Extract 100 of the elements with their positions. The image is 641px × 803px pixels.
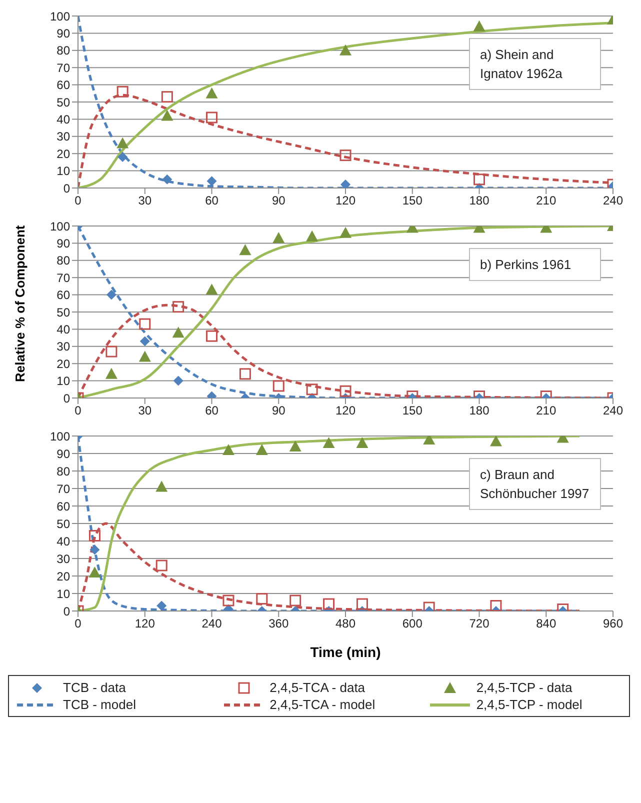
x-tick-label: 0 — [74, 404, 82, 418]
y-tick-label: 80 — [56, 464, 70, 478]
legend-label: 2,4,5-TCP - data — [476, 680, 572, 695]
y-tick-label: 30 — [56, 130, 70, 144]
x-tick-label: 120 — [335, 194, 356, 208]
x-tick-label: 180 — [469, 194, 490, 208]
point — [161, 110, 174, 121]
point — [172, 301, 184, 313]
point — [156, 560, 168, 572]
y-tick-label: 40 — [56, 112, 70, 126]
point — [156, 480, 168, 492]
point — [116, 86, 128, 98]
point — [474, 174, 485, 186]
y-tick-label: 0 — [63, 391, 70, 406]
point — [256, 593, 268, 604]
point — [222, 444, 234, 455]
point — [473, 20, 486, 32]
x-tick-label: 180 — [469, 404, 490, 418]
point — [323, 598, 335, 610]
x-tick-label: 0 — [74, 194, 82, 208]
point — [140, 336, 150, 346]
legend-label: 2,4,5-TCA - data — [270, 680, 366, 695]
point — [256, 444, 268, 455]
point — [490, 436, 502, 446]
point — [161, 91, 173, 103]
point — [222, 594, 234, 606]
y-axis-title: Relative % of Component — [12, 224, 28, 382]
y-tick-label: 30 — [56, 340, 70, 354]
x-tick-label: 240 — [602, 194, 624, 208]
line-series — [78, 522, 581, 611]
x-tick-label: 150 — [402, 404, 423, 418]
point — [206, 112, 218, 124]
y-tick-label: 70 — [56, 270, 70, 285]
point — [90, 544, 100, 555]
y-tick-label: 100 — [50, 429, 70, 444]
legend-label: 2,4,5-TCA - model — [270, 697, 376, 712]
y-tick-label: 20 — [56, 146, 70, 161]
y-tick-label: 60 — [56, 288, 70, 302]
x-tick-label: 30 — [138, 404, 152, 418]
x-tick-label: 0 — [74, 616, 82, 631]
point — [106, 290, 116, 300]
x-tick-label: 600 — [402, 616, 423, 631]
legend-label: TCB - data — [63, 680, 126, 695]
y-tick-label: 100 — [50, 9, 70, 24]
point — [322, 437, 335, 448]
x-tick-label: 120 — [335, 404, 356, 418]
y-tick-label: 90 — [56, 236, 70, 250]
y-tick-label: 90 — [56, 26, 70, 40]
point — [206, 176, 217, 186]
x-tick-label: 90 — [272, 404, 286, 418]
legend-label: 2,4,5-TCP - model — [476, 697, 582, 712]
y-tick-label: 100 — [50, 219, 70, 234]
point — [340, 44, 352, 56]
y-tick-label: 20 — [56, 356, 70, 371]
note-box: a) Shein and Ignatov 1962a — [469, 38, 601, 90]
x-tick-label: 360 — [268, 616, 289, 631]
x-tick-label: 210 — [536, 404, 556, 418]
y-tick-label: 0 — [63, 181, 70, 196]
note-box: c) Braun and Schönbucher 1997 — [469, 458, 601, 510]
x-tick-label: 60 — [205, 194, 219, 208]
y-tick-label: 40 — [56, 534, 70, 548]
point — [356, 437, 368, 448]
point — [138, 350, 151, 362]
y-tick-label: 80 — [56, 44, 70, 58]
point — [116, 137, 129, 148]
note-box: b) Perkins 1961 — [469, 248, 601, 281]
y-tick-label: 20 — [56, 569, 70, 584]
x-tick-label: 210 — [536, 194, 556, 208]
point — [105, 368, 118, 379]
x-tick-label: 240 — [602, 404, 624, 418]
point — [356, 598, 368, 610]
y-tick-label: 30 — [56, 552, 70, 566]
y-tick-label: 70 — [56, 482, 70, 496]
x-tick-label: 840 — [536, 616, 556, 631]
y-tick-label: 10 — [56, 374, 70, 388]
point — [106, 346, 118, 358]
y-tick-label: 40 — [56, 322, 70, 336]
y-tick-label: 50 — [56, 516, 70, 531]
point — [340, 150, 352, 162]
x-tick-label: 480 — [335, 616, 356, 631]
point — [139, 318, 151, 330]
point — [156, 600, 167, 611]
y-tick-label: 10 — [56, 586, 70, 601]
point — [290, 594, 302, 606]
legend-label: TCB - model — [63, 697, 136, 712]
point — [289, 440, 302, 452]
point — [88, 566, 101, 578]
y-tick-label: 80 — [56, 254, 70, 268]
y-tick-label: 60 — [56, 78, 70, 92]
y-tick-label: 50 — [56, 95, 70, 110]
y-tick-label: 70 — [56, 60, 70, 75]
x-tick-label: 720 — [469, 616, 490, 631]
x-tick-label: 90 — [272, 194, 286, 208]
point — [88, 530, 100, 542]
point — [118, 152, 128, 162]
y-tick-label: 60 — [56, 499, 70, 514]
point — [340, 180, 350, 188]
point — [490, 600, 502, 611]
x-tick-label: 30 — [138, 194, 152, 208]
point — [423, 602, 435, 611]
